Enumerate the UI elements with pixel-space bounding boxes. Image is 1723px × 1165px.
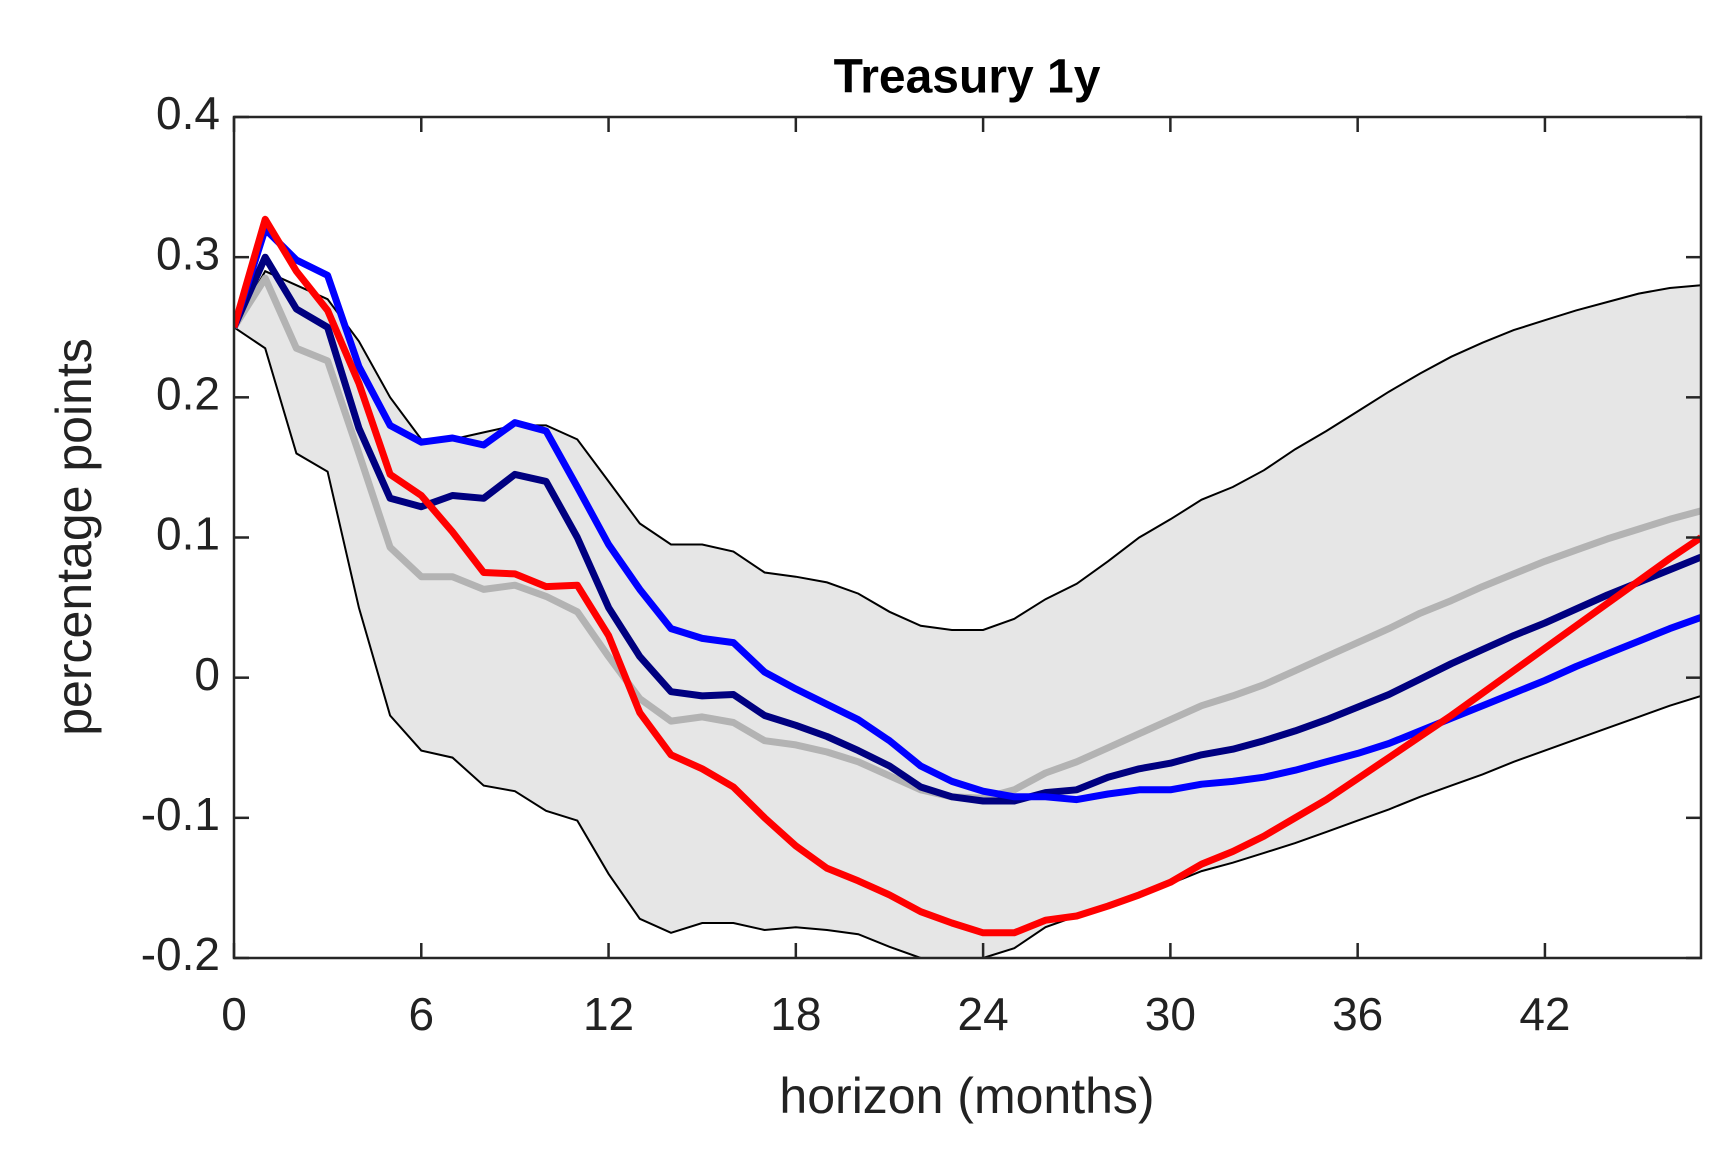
- x-tick-label: 30: [1145, 988, 1196, 1040]
- chart-title: Treasury 1y: [834, 51, 1101, 104]
- x-tick-label: 6: [408, 988, 434, 1040]
- x-tick-label: 36: [1332, 988, 1383, 1040]
- x-tick-label: 24: [958, 988, 1009, 1040]
- y-tick-label: 0.1: [156, 508, 220, 560]
- band-edge: [234, 326, 1701, 958]
- y-axis-label: percentage points: [46, 338, 102, 736]
- band-edge: [234, 269, 1701, 631]
- x-tick-label: 42: [1519, 988, 1570, 1040]
- band-area: [234, 271, 1701, 958]
- y-tick-label: -0.2: [141, 928, 220, 980]
- y-tick-label: 0.3: [156, 227, 220, 279]
- y-tick-label: 0.2: [156, 367, 220, 419]
- y-tick-label: 0.4: [156, 87, 220, 139]
- line: [234, 225, 1701, 804]
- x-tick-label: 18: [770, 988, 821, 1040]
- x-tick-label: 12: [583, 988, 634, 1040]
- line: [234, 253, 1701, 805]
- x-axis-label: horizon (months): [779, 1068, 1154, 1124]
- line: [234, 215, 1701, 937]
- y-tick-label: -0.1: [141, 788, 220, 840]
- y-tick-label: 0: [194, 648, 220, 700]
- x-tick-label: 0: [221, 988, 247, 1040]
